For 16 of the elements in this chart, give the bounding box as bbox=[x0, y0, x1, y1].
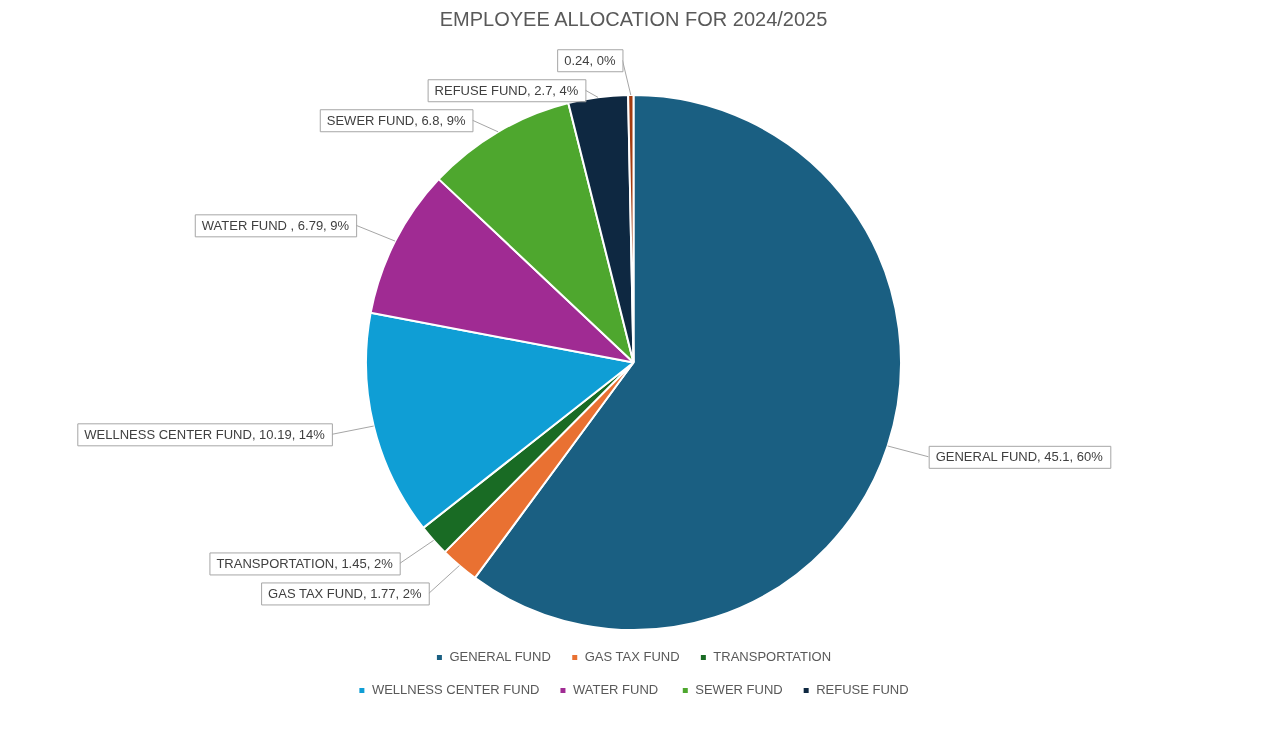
legend-label: GENERAL FUND bbox=[449, 649, 551, 665]
data-label: TRANSPORTATION, 1.45, 2% bbox=[216, 556, 394, 572]
legend-label: WELLNESS CENTER FUND bbox=[371, 682, 540, 698]
legend-label: SEWER FUND bbox=[695, 682, 783, 698]
data-label: WATER FUND , 6.79, 9% bbox=[201, 217, 350, 233]
data-label: REFUSE FUND, 2.7, 4% bbox=[434, 82, 579, 98]
chart-title: EMPLOYEE ALLOCATION FOR 2024/2025 bbox=[439, 7, 828, 30]
legend-label: REFUSE FUND bbox=[816, 682, 909, 698]
legend-label: GAS TAX FUND bbox=[584, 649, 680, 665]
data-label: GENERAL FUND, 45.1, 60% bbox=[935, 449, 1104, 465]
data-label: SEWER FUND, 6.8, 9% bbox=[326, 112, 466, 128]
legend-label: WATER FUND bbox=[572, 682, 662, 698]
data-label: GAS TAX FUND, 1.77, 2% bbox=[268, 586, 422, 602]
data-label: WELLNESS CENTER FUND, 10.19, 14% bbox=[84, 426, 326, 442]
legend-label: TRANSPORTATION bbox=[713, 649, 832, 665]
data-label: 0.24, 0% bbox=[564, 52, 616, 68]
